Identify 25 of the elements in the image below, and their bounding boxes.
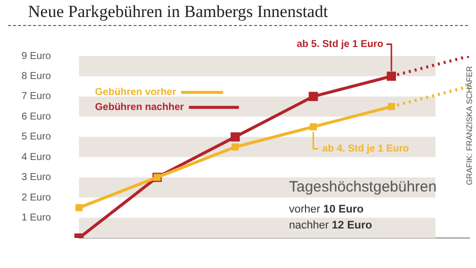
point [388, 103, 395, 110]
point [232, 143, 239, 151]
legend-label: Gebühren vorher [95, 87, 176, 98]
annotation: ab 4. Std je 1 Euro [322, 144, 410, 155]
chart-title: Neue Parkgebühren in Bambergs Innenstadt [8, 0, 468, 26]
y-tick-label: 5 Euro [22, 132, 52, 143]
point [386, 72, 396, 81]
y-tick-label: 7 Euro [22, 91, 52, 102]
y-tick-label: 1 Euro [22, 212, 52, 224]
point [308, 92, 318, 102]
y-tick-label: 6 Euro [22, 111, 52, 122]
y-tick-label: 2 Euro [22, 192, 52, 204]
legend-label: Gebühren nachher [95, 102, 184, 114]
y-tick-label: 3 Euro [22, 172, 52, 184]
annotation: vorher 10 Euro [289, 203, 364, 216]
y-tick-label: 9 Euro [22, 50, 52, 62]
annotation: GRAFIK: FRANZISKA SCHÄFER [465, 66, 474, 186]
text: ab 5. Std je 1 Euro [296, 38, 384, 50]
y-tick-label: 4 Euro [22, 152, 52, 163]
point [310, 123, 317, 130]
point [75, 204, 83, 212]
y-tick-label: 8 Euro [22, 70, 52, 82]
annotation: Tageshöchstgebühren [289, 178, 437, 196]
point [230, 132, 240, 142]
annotation: nachher 12 Euro [289, 219, 372, 232]
